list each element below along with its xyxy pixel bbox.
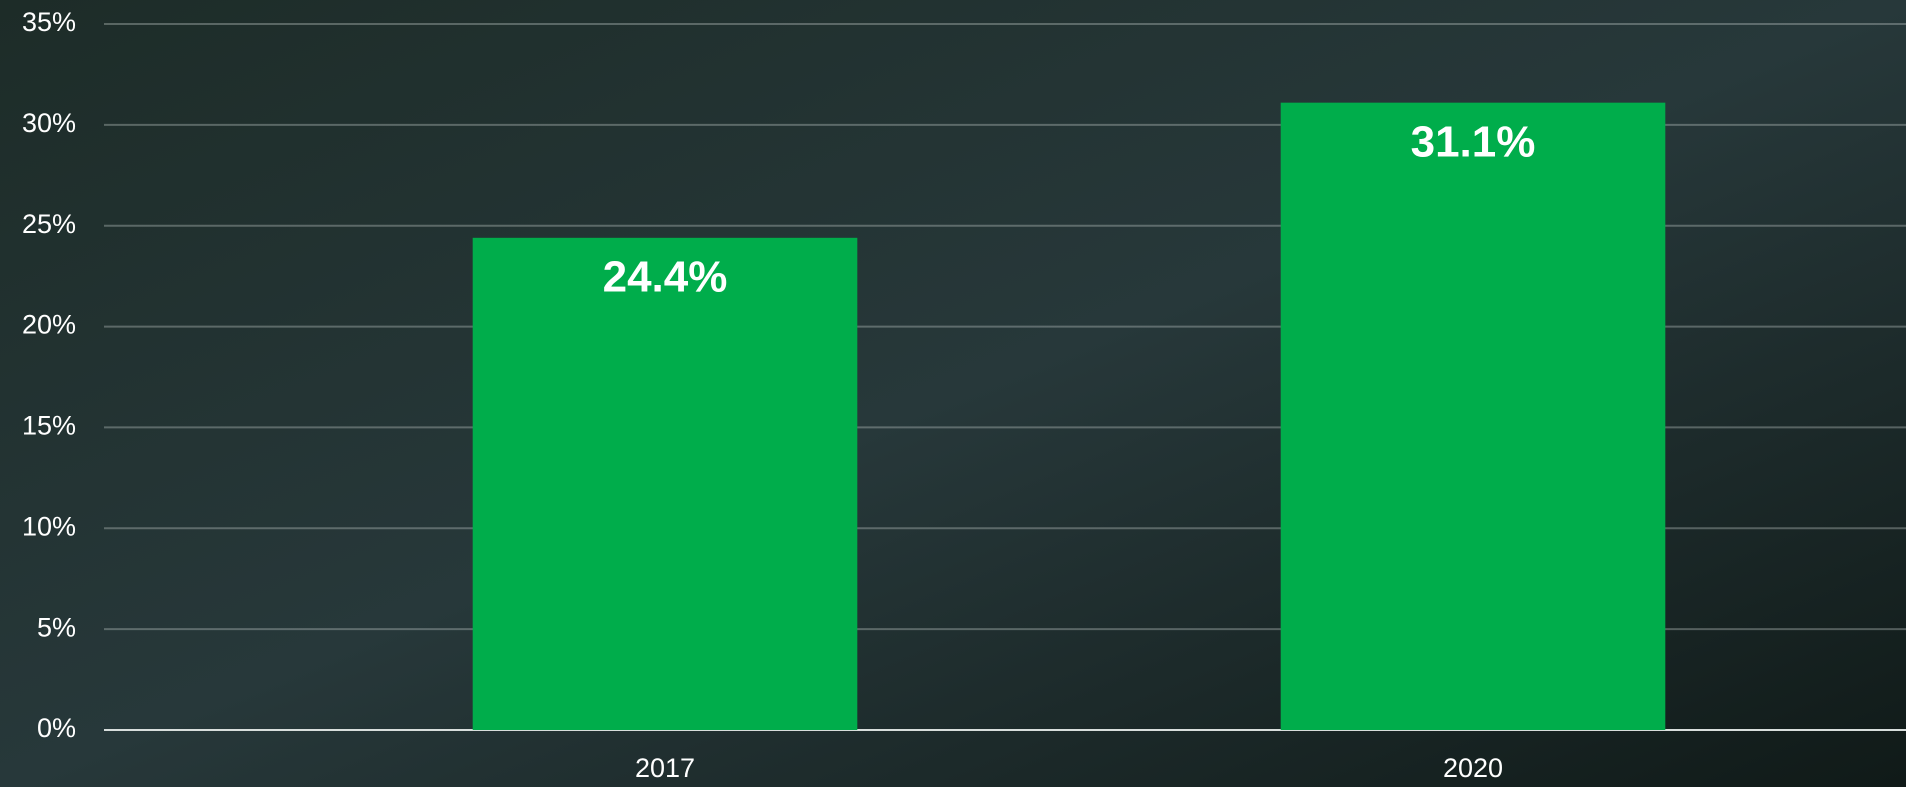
y-tick-label: 35% [22,7,76,37]
bar [1281,103,1666,730]
y-tick-label: 5% [37,612,76,642]
y-tick-label: 20% [22,310,76,340]
x-tick-label: 2017 [635,753,695,783]
value-label: 31.1% [1411,117,1536,166]
y-tick-label: 15% [22,411,76,441]
y-tick-label: 0% [37,713,76,743]
value-label: 24.4% [603,252,728,301]
chart: 0% 5% 10% 15% 20% 25% 30% 35% 24.4% 2017 31.1% 2020 [0,0,1906,787]
y-tick-label: 10% [22,511,76,541]
y-tick-label: 30% [22,108,76,138]
bar [473,238,858,730]
x-tick-label: 2020 [1443,753,1503,783]
page: 0% 5% 10% 15% 20% 25% 30% 35% 24.4% 2017 31.1% 2020… [0,0,1906,787]
y-tick-label: 25% [22,209,76,239]
